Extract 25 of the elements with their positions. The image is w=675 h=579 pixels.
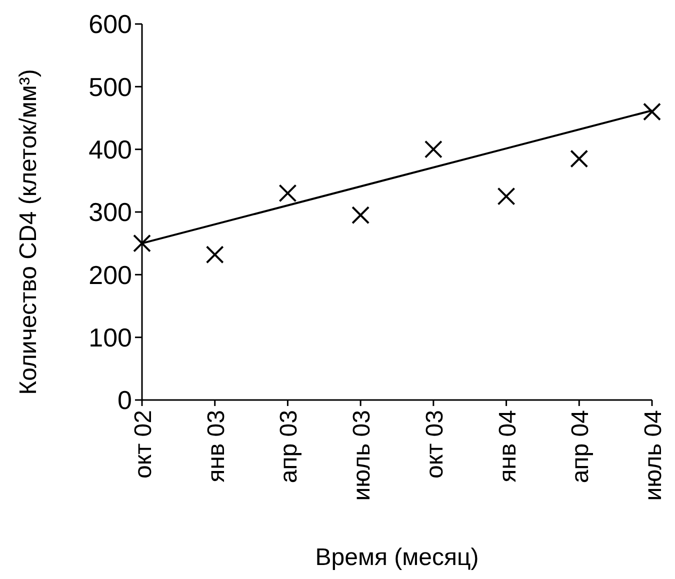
y-tick-label: 0 <box>118 385 132 416</box>
x-tick-label: апр 03 <box>276 410 303 484</box>
point <box>352 206 370 224</box>
point <box>643 102 661 121</box>
point <box>133 234 151 252</box>
x-tick-label: окт 03 <box>421 410 448 478</box>
point <box>278 184 297 202</box>
point <box>424 140 442 158</box>
x-tick-label: апр 04 <box>567 410 594 484</box>
y-tick-label: 600 <box>88 9 132 40</box>
x-tick-label: окт 02 <box>130 410 157 478</box>
y-tick-label: 100 <box>88 322 132 352</box>
y-tick-label: 200 <box>88 260 132 290</box>
x-tick-label: янв 03 <box>202 410 230 482</box>
x-tick-label: янв 04 <box>494 410 522 482</box>
x-tick-label: июль 03 <box>348 410 376 501</box>
point <box>206 246 224 264</box>
y-tick-label: 500 <box>88 72 132 102</box>
y-axis-title: Количество CD4 (клеток/мм³) <box>15 69 42 395</box>
x-tick-label: июль 04 <box>640 410 667 501</box>
x-axis-title: Время (месяц) <box>315 544 479 571</box>
point <box>570 150 588 168</box>
point <box>497 187 516 206</box>
y-tick-label: 400 <box>88 134 132 164</box>
y-tick-label: 300 <box>88 197 132 228</box>
